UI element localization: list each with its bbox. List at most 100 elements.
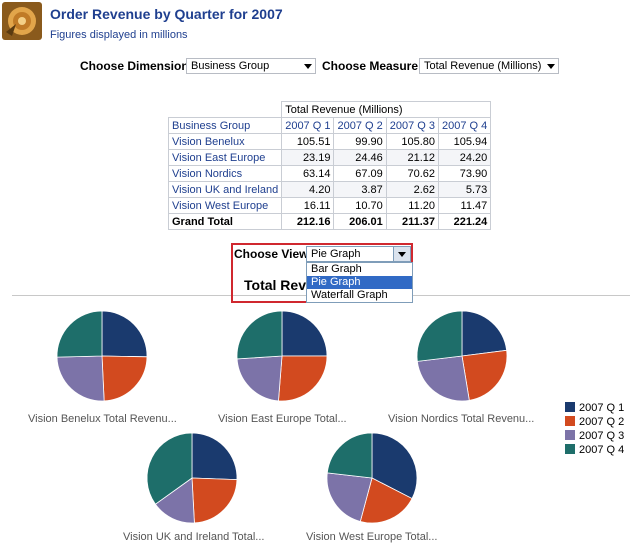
pie-chart[interactable]	[236, 310, 328, 402]
table-cell: 11.47	[437, 197, 492, 214]
pie-slice-q3[interactable]	[56, 355, 105, 402]
pie-slice-q2[interactable]	[359, 477, 413, 524]
table-cell: 70.62	[385, 165, 440, 182]
pie-chart[interactable]	[146, 432, 238, 524]
legend-label: 2007 Q 4	[579, 444, 625, 456]
column-header[interactable]: 2007 Q 4	[437, 117, 492, 134]
chevron-down-icon	[304, 64, 312, 69]
table-cell: 105.51	[281, 133, 335, 150]
measure-header: Total Revenue (Millions)	[281, 101, 492, 118]
table-cell: 67.09	[333, 165, 387, 182]
table-cell: 21.12	[385, 149, 440, 166]
chevron-down-icon	[398, 252, 406, 257]
measure-dropdown[interactable]: Total Revenue (Millions)	[419, 58, 559, 74]
legend-label: 2007 Q 3	[579, 430, 625, 442]
total-cell: 206.01	[333, 213, 387, 230]
chart-title: Total Reve	[244, 277, 306, 293]
table-cell: 2.62	[385, 181, 440, 198]
pie-slice-q3[interactable]	[326, 472, 373, 522]
row-label[interactable]: Vision Benelux	[167, 133, 283, 150]
table-row: Vision West Europe 16.11 10.70 11.20 11.…	[167, 197, 492, 214]
table-cell: 105.94	[437, 133, 492, 150]
view-option-pie-graph[interactable]: Pie Graph	[307, 276, 412, 289]
pie-charts-svg	[56, 310, 508, 524]
pie-label: Vision Benelux Total Revenu...	[28, 413, 177, 425]
report-logo-image	[2, 2, 42, 40]
pie-slice-q1[interactable]	[191, 432, 238, 481]
pie-label: Vision West Europe Total...	[306, 531, 438, 543]
view-dropdown[interactable]: Pie Graph	[306, 246, 411, 262]
legend-item: 2007 Q 4	[565, 443, 624, 457]
pie-slice-q3[interactable]	[236, 355, 283, 402]
pie-slice-q2[interactable]	[278, 355, 328, 402]
total-cell: 211.37	[385, 213, 440, 230]
pie-slice-q1[interactable]	[461, 310, 508, 357]
chevron-down-icon	[547, 64, 555, 69]
legend-label: 2007 Q 2	[579, 416, 625, 428]
table-cell: 23.19	[281, 149, 335, 166]
column-header[interactable]: 2007 Q 3	[385, 117, 440, 134]
pie-slice-q1[interactable]	[101, 310, 148, 358]
row-label[interactable]: Vision UK and Ireland	[167, 181, 283, 198]
dimension-dropdown[interactable]: Business Group	[186, 58, 316, 74]
legend-item: 2007 Q 1	[565, 401, 624, 415]
total-label: Grand Total	[167, 213, 283, 230]
row-header[interactable]: Business Group	[167, 117, 283, 134]
table-row: Vision UK and Ireland 4.20 3.87 2.62 5.7…	[167, 181, 492, 198]
pie-slice-q4[interactable]	[326, 432, 373, 479]
view-option-bar-graph[interactable]: Bar Graph	[311, 263, 362, 275]
page-subtitle: Figures displayed in millions	[50, 29, 188, 41]
pie-chart[interactable]	[416, 310, 508, 402]
pie-label: Vision UK and Ireland Total...	[123, 531, 265, 543]
table-row: Vision East Europe 23.19 24.46 21.12 24.…	[167, 149, 492, 166]
dropdown-button[interactable]	[393, 247, 410, 261]
table-cell: 3.87	[333, 181, 387, 198]
pie-slice-q3[interactable]	[416, 355, 470, 402]
table-corner	[168, 101, 282, 118]
total-cell: 221.24	[437, 213, 492, 230]
pie-slice-q2[interactable]	[461, 349, 508, 401]
table-cell: 105.80	[385, 133, 440, 150]
legend-swatch-q1	[565, 402, 575, 412]
table-cell: 10.70	[333, 197, 387, 214]
column-header[interactable]: 2007 Q 2	[333, 117, 387, 134]
row-label[interactable]: Vision East Europe	[167, 149, 283, 166]
row-label[interactable]: Vision West Europe	[167, 197, 283, 214]
pie-slice-q1[interactable]	[281, 310, 328, 357]
table-row: Vision Nordics 63.14 67.09 70.62 73.90	[167, 165, 492, 182]
total-row: Grand Total 212.16 206.01 211.37 221.24	[167, 213, 492, 230]
pie-slice-q2[interactable]	[191, 477, 238, 524]
pie-slice-q4[interactable]	[236, 310, 283, 360]
table-cell: 5.73	[437, 181, 492, 198]
column-header[interactable]: 2007 Q 1	[281, 117, 335, 134]
table-cell: 16.11	[281, 197, 335, 214]
pie-slice-q3[interactable]	[154, 477, 195, 524]
measure-value: Total Revenue (Millions)	[424, 60, 542, 72]
pie-slice-q2[interactable]	[101, 355, 148, 402]
table-cell: 24.46	[333, 149, 387, 166]
table-cell: 73.90	[437, 165, 492, 182]
pie-slice-q1[interactable]	[371, 432, 418, 500]
row-label[interactable]: Vision Nordics	[167, 165, 283, 182]
total-cell: 212.16	[281, 213, 335, 230]
view-value: Pie Graph	[311, 248, 361, 260]
table-cell: 99.90	[333, 133, 387, 150]
legend-item: 2007 Q 2	[565, 415, 624, 429]
pie-chart[interactable]	[326, 432, 418, 524]
legend-label: 2007 Q 1	[579, 402, 625, 414]
legend-swatch-q3	[565, 430, 575, 440]
dimension-value: Business Group	[191, 60, 270, 72]
revenue-pivot-table: Total Revenue (Millions) Business Group …	[167, 101, 492, 230]
measure-label: Choose Measure	[322, 59, 419, 73]
pie-slice-q4[interactable]	[56, 310, 103, 358]
pie-label: Vision Nordics Total Revenu...	[388, 413, 535, 425]
pie-slice-q4[interactable]	[416, 310, 463, 362]
pie-chart[interactable]	[56, 310, 148, 402]
page-title: Order Revenue by Quarter for 2007	[50, 6, 283, 22]
pie-slice-q4[interactable]	[146, 432, 193, 505]
view-option-waterfall-graph[interactable]: Waterfall Graph	[311, 289, 388, 301]
table-cell: 4.20	[281, 181, 335, 198]
chart-legend: 2007 Q 1 2007 Q 2 2007 Q 3 2007 Q 4	[565, 401, 624, 457]
pie-charts-area: Vision Benelux Total Revenu... Vision Eas…	[0, 300, 632, 552]
view-options-list: Bar Graph Pie Graph Waterfall Graph	[306, 262, 413, 303]
